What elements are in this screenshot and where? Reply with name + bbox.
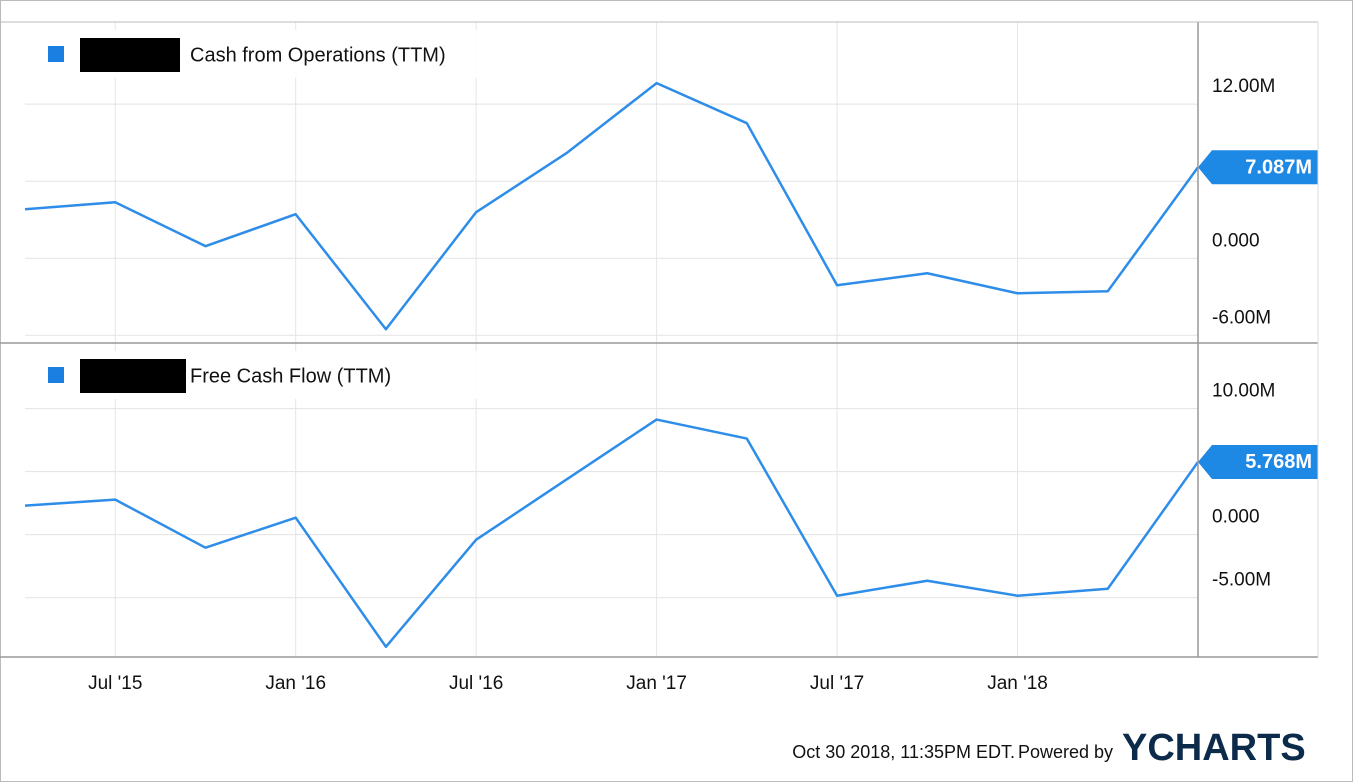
x-tick-label: Jan '18 bbox=[987, 673, 1048, 694]
y-tick-label: -5.00M bbox=[1212, 570, 1271, 591]
x-tick-label: Jul '15 bbox=[88, 673, 142, 694]
brand: YCHARTS bbox=[1122, 727, 1306, 769]
value-flag bbox=[1198, 444, 1318, 479]
x-tick-label: Jan '16 bbox=[265, 673, 326, 694]
value-label: 7.087M bbox=[1245, 157, 1312, 179]
x-tick-label: Jul '16 bbox=[449, 673, 503, 694]
powered-by: Powered by bbox=[1018, 742, 1113, 762]
series-line bbox=[24, 81, 1200, 331]
y-tick-label: -6.00M bbox=[1212, 307, 1271, 328]
y-tick-label: 0.000 bbox=[1212, 507, 1260, 528]
value-label: 5.768M bbox=[1245, 451, 1312, 473]
series-line bbox=[24, 418, 1200, 649]
y-tick-label: 0.000 bbox=[1212, 230, 1260, 251]
y-tick-label: 10.00M bbox=[1212, 381, 1275, 402]
value-flag bbox=[1198, 150, 1318, 185]
redaction bbox=[80, 359, 186, 393]
y-tick-label: 12.00M bbox=[1212, 76, 1275, 97]
timestamp: Oct 30 2018, 11:35PM EDT. bbox=[792, 742, 1015, 762]
x-tick-label: Jan '17 bbox=[626, 673, 687, 694]
x-tick-label: Jul '17 bbox=[810, 673, 864, 694]
redaction bbox=[80, 38, 180, 72]
legend-swatch bbox=[48, 367, 64, 383]
legend-swatch bbox=[48, 46, 64, 62]
legend-label: Free Cash Flow (TTM) bbox=[190, 365, 391, 387]
legend-label: Cash from Operations (TTM) bbox=[190, 44, 446, 66]
